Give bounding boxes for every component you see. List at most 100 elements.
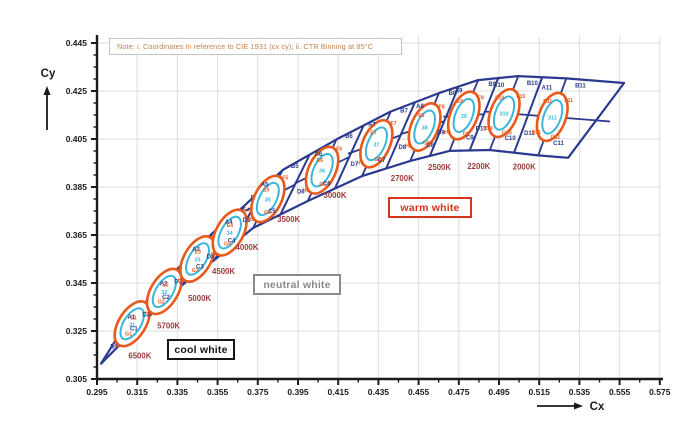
bin-corner-label-d: D10 — [476, 126, 488, 132]
bin-ring-label-g: G5 — [264, 210, 271, 216]
bin-ring-label-g: G8 — [423, 141, 430, 147]
bin-corner-label-a: A4 — [225, 220, 233, 226]
bin-corner-label-c: C1 — [130, 326, 138, 332]
cct-label: 2500K — [428, 163, 451, 172]
bin-ring-label-g: G6 — [319, 182, 326, 188]
bin-ring-label-f: F10 — [516, 94, 525, 100]
bin-ring-label-f: F11 — [564, 98, 573, 104]
bin-corner-label-d: D3 — [174, 280, 182, 286]
y-tick-label: 0.325 — [66, 326, 88, 336]
bin-ring-label-f: F9 — [478, 95, 484, 101]
bin-inner-label: 310 — [499, 112, 508, 118]
bin-inner-label: 38 — [422, 126, 428, 132]
x-tick-label: 0.335 — [167, 387, 189, 397]
bin-inner-label: 33 — [194, 258, 200, 264]
bin-inner-label: 37 — [373, 142, 379, 148]
bin-ring-label-e: E7 — [370, 130, 376, 136]
x-tick-label: 0.375 — [247, 387, 269, 397]
cct-label: 2700K — [391, 174, 414, 183]
cool-white-label: cool white — [167, 339, 235, 360]
x-tick-label: 0.575 — [649, 387, 671, 397]
bin-ring-label-g: G10 — [502, 131, 512, 137]
bin-ring-label-f: F8 — [439, 105, 445, 111]
bin-ring-label-h: H11 — [532, 130, 541, 136]
x-tick-label: 0.415 — [328, 387, 350, 397]
bin-ring-label-g: G2 — [158, 300, 165, 306]
y-tick-label: 0.405 — [66, 134, 88, 144]
bin-ring-label-e: E9 — [457, 99, 463, 105]
cct-label: 6500K — [128, 352, 151, 361]
bin-inner-label: 32 — [161, 290, 167, 296]
bin-ring-label-h: H9 — [444, 130, 451, 136]
bin-ring-label-h: H8 — [405, 143, 412, 149]
ellipse-3step — [119, 307, 145, 341]
bin-ring-label-h: H2 — [145, 311, 152, 317]
bin-corner-label-a: A3 — [192, 247, 200, 253]
bin-inner-label: 39 — [461, 114, 467, 120]
bin-corner-label-c: C3 — [196, 264, 204, 270]
bin-corner-label-a: A1 — [128, 315, 136, 321]
bin-corner-label-a: A5 — [261, 182, 269, 188]
bin-corner-label-d: D9 — [437, 130, 445, 136]
cct-label: 3000K — [323, 191, 346, 200]
x-axis-title: Cx — [590, 401, 605, 413]
bin-corner-label-d: D11 — [524, 131, 535, 137]
cct-label: 2200K — [467, 162, 490, 171]
bin-corner-label-d: D7 — [350, 162, 358, 168]
x-tick-label: 0.435 — [368, 387, 390, 397]
bin-ring-label-f: F5 — [282, 175, 288, 181]
bin-ring-label-h: H5 — [248, 217, 255, 223]
bin-corner-label-b: B7 — [400, 108, 408, 114]
y-tick-label: 0.445 — [66, 38, 88, 48]
bin-ring-label-e: E5 — [263, 187, 269, 193]
ellipse-3step — [452, 97, 476, 134]
warm-white-label: warm white — [388, 197, 472, 218]
x-tick-label: 0.315 — [127, 387, 149, 397]
bin-corner-label-b: B6 — [345, 134, 353, 140]
bin-ring-label-e: E4 — [227, 223, 233, 229]
x-tick-label: 0.355 — [207, 387, 229, 397]
bin-corner-label-b: B5 — [291, 164, 299, 170]
bin-ring-label-g: G3 — [192, 268, 199, 274]
bin-corner-label-a: A7 — [368, 123, 376, 129]
ellipse-3step — [413, 109, 437, 145]
x-tick-label: 0.455 — [408, 387, 430, 397]
bin-ring-label-f: F7 — [391, 121, 397, 127]
bin-ring-label-e: E1 — [130, 315, 136, 321]
bin-ring-label-h: H7 — [357, 161, 364, 167]
bin-ring-label-e: E2 — [162, 283, 168, 289]
x-axis-arrowhead — [574, 402, 583, 410]
bin-ring-label-h: H4 — [211, 252, 218, 258]
y-tick-label: 0.385 — [66, 182, 88, 192]
bin-corner-label-c: C6 — [323, 182, 331, 188]
bin-corner-label-b: B10 — [527, 81, 539, 87]
bin-corner-label-d: D6 — [297, 190, 305, 196]
ellipse-3step — [185, 242, 210, 276]
x-tick-label: 0.475 — [448, 387, 470, 397]
x-tick-label: 0.395 — [287, 387, 309, 397]
bin-ring-label-h: H10 — [483, 126, 493, 132]
bin-corner-label-a: A10 — [493, 83, 505, 89]
y-tick-label: 0.345 — [66, 278, 88, 288]
bin-inner-label: 35 — [265, 198, 271, 204]
bin-ring-label-g: G11 — [551, 135, 561, 141]
bin-corner-label-a: A2 — [160, 281, 168, 287]
bin-corner-label-c: C9 — [466, 136, 474, 142]
cct-label: 4500K — [212, 267, 235, 276]
bin-inner-label: 31 — [129, 322, 135, 328]
note-text: Note: i. Coordinates in reference to CIE… — [117, 42, 374, 51]
bin-corner-label-c: C5 — [268, 209, 276, 215]
neutral-white-label: neutral white — [253, 274, 341, 295]
ellipse-3step — [364, 126, 388, 162]
x-tick-label: 0.515 — [529, 387, 551, 397]
bin-corner-label-a: A6 — [315, 152, 323, 158]
y-axis-arrowhead — [43, 86, 51, 95]
bin-corner-label-c: C4 — [228, 239, 236, 245]
bin-corner-label-b: B9 — [488, 82, 496, 88]
cct-label: 2000K — [513, 162, 536, 171]
bin-ring-label-f: F6 — [336, 147, 342, 153]
ellipse-3step — [217, 215, 242, 250]
bin-corner-label-d: D2 — [142, 313, 150, 319]
bin-ring-label-e: E3 — [195, 249, 201, 255]
bin-corner-label-c: C10 — [505, 136, 517, 142]
